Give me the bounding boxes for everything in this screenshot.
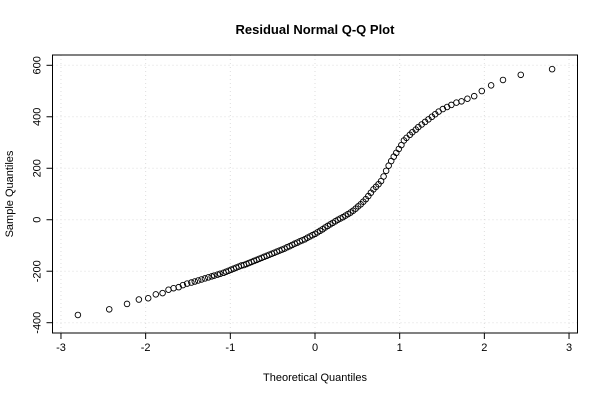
point bbox=[208, 273, 215, 280]
x-tick-label: 3 bbox=[566, 342, 572, 354]
point bbox=[188, 279, 195, 286]
point bbox=[152, 291, 160, 298]
chart-title: Residual Normal Q-Q Plot bbox=[236, 22, 396, 37]
y-tick-label: 400 bbox=[32, 108, 44, 126]
point bbox=[478, 87, 486, 95]
point bbox=[135, 296, 143, 303]
point bbox=[470, 92, 478, 100]
point bbox=[517, 71, 525, 79]
y-tick-label: 200 bbox=[32, 159, 44, 177]
y-tick-label: -400 bbox=[32, 312, 44, 334]
point bbox=[487, 82, 495, 89]
x-tick-label: -1 bbox=[225, 342, 235, 354]
point bbox=[144, 295, 152, 302]
point bbox=[74, 311, 82, 319]
point bbox=[382, 167, 390, 175]
x-tick-label: 2 bbox=[481, 342, 487, 354]
point bbox=[453, 99, 460, 106]
point bbox=[214, 271, 221, 278]
point bbox=[194, 277, 202, 284]
point bbox=[385, 162, 392, 169]
point bbox=[205, 274, 212, 281]
plot-frame bbox=[52, 54, 578, 334]
y-tick-label: 0 bbox=[32, 217, 44, 223]
x-tick-label: 1 bbox=[397, 342, 403, 354]
point bbox=[159, 289, 166, 297]
point bbox=[201, 275, 209, 282]
point bbox=[499, 76, 507, 84]
point bbox=[105, 306, 113, 313]
x-tick-label: 0 bbox=[312, 342, 318, 354]
point bbox=[548, 65, 556, 73]
point bbox=[165, 286, 172, 294]
point bbox=[123, 300, 131, 308]
x-axis-label: Theoretical Quantiles bbox=[263, 372, 367, 384]
y-axis-label: Sample Quantiles bbox=[4, 150, 16, 237]
y-tick-label: -200 bbox=[32, 260, 44, 282]
point bbox=[191, 278, 199, 285]
point bbox=[216, 270, 224, 278]
y-tick-label: 600 bbox=[32, 56, 44, 74]
point bbox=[464, 95, 471, 103]
x-tick-label: -2 bbox=[141, 342, 151, 354]
point bbox=[198, 276, 205, 283]
point bbox=[183, 280, 191, 287]
point bbox=[220, 269, 227, 277]
point bbox=[210, 272, 218, 279]
x-tick-label: -3 bbox=[56, 342, 66, 354]
